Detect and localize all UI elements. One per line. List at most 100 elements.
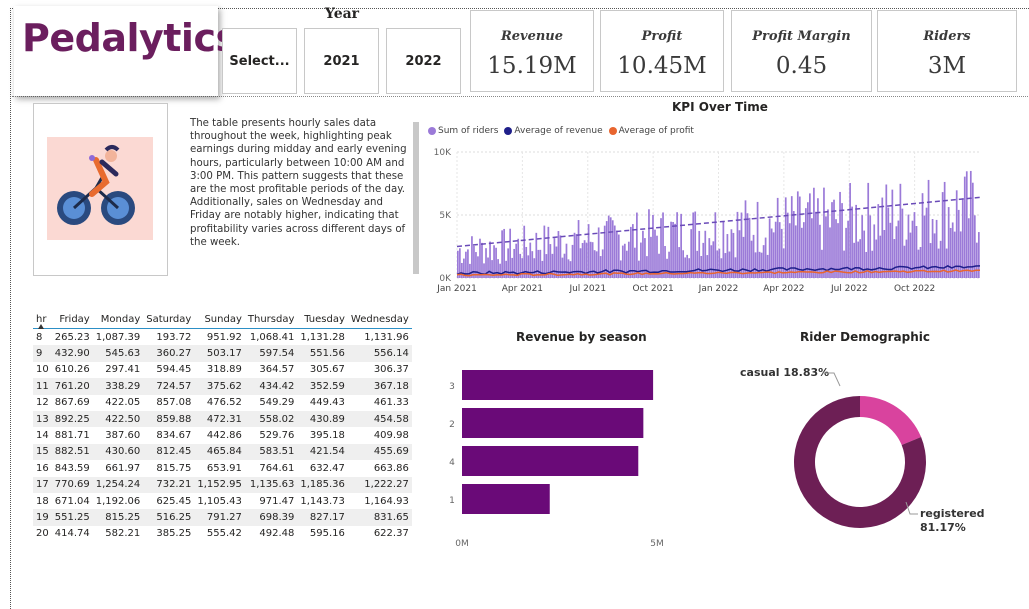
description-scrollbar[interactable]: [413, 122, 419, 274]
rider-bar: [489, 241, 491, 278]
rider-bar: [569, 261, 572, 278]
x-tick-label: Jul 2022: [830, 284, 868, 294]
table-cell: 306.37: [373, 364, 409, 376]
rider-bar: [813, 187, 815, 278]
rider-bar: [859, 239, 862, 278]
kpi-over-time-chart: 0K 5K 10K Jan 2021 Apr 2021 Jul 2021 Oct 2021 J…: [434, 148, 981, 294]
rider-bar: [770, 228, 773, 278]
table-cell: 661.97: [105, 462, 141, 474]
rider-bar: [495, 247, 497, 278]
table-cell: 9: [33, 345, 52, 362]
season-bar: [462, 446, 639, 476]
sort-ascending-icon[interactable]: [38, 324, 44, 329]
table-column-header[interactable]: Wednesday: [347, 310, 412, 329]
rider-bar: [823, 187, 825, 278]
donut-slice: [860, 396, 922, 445]
rider-bar: [861, 215, 864, 278]
rider-bar: [879, 235, 882, 278]
table-cell: 595.16: [309, 528, 345, 540]
rider-bar: [698, 230, 701, 278]
table-cell: 971.47: [259, 495, 295, 507]
rider-bar: [865, 251, 868, 278]
rider-bar: [730, 229, 733, 278]
rider-bar: [831, 202, 833, 278]
rider-bar: [617, 234, 620, 278]
rider-bar: [561, 257, 564, 278]
rider-bar: [915, 226, 918, 278]
table-cell: 1,164.93: [364, 495, 409, 507]
rider-bar: [893, 239, 896, 278]
legend-item-profit[interactable]: Average of profit: [608, 126, 694, 136]
table-cell: 594.45: [156, 364, 192, 376]
rider-bar: [619, 260, 622, 278]
table-cell: 454.58: [347, 410, 412, 428]
rider-bar: [923, 215, 926, 278]
table-cell: 10: [36, 364, 49, 376]
table-cell: 556.14: [347, 345, 412, 362]
rider-bar: [965, 171, 968, 278]
rider-bar: [833, 199, 835, 278]
rider-bar: [951, 222, 954, 278]
rider-bar: [969, 170, 972, 278]
table-column-header[interactable]: Tuesday: [297, 310, 348, 329]
table-cell: 421.54: [297, 443, 348, 461]
rider-bar: [563, 253, 566, 278]
table-cell: 1,131.28: [300, 331, 345, 343]
table-cell: 551.25: [51, 509, 93, 526]
table-cell: 583.51: [244, 443, 298, 461]
table-cell: 430.89: [297, 410, 348, 428]
table-row: 19 551.25 815.25 516.25 791.27 698.39 827.17 83…: [33, 509, 412, 526]
table-column-header[interactable]: Monday: [92, 310, 144, 329]
year-option-select[interactable]: Select...: [222, 28, 297, 94]
table-row: 18 671.04 1,192.06 625.45 1,105.43 971.47 1,14…: [33, 493, 412, 509]
rider-bar: [541, 260, 544, 278]
rider-bar: [807, 202, 809, 278]
rider-bar: [845, 227, 847, 278]
year-option-2021[interactable]: 2021: [304, 28, 379, 94]
rider-bar: [800, 227, 803, 278]
rider-bar: [706, 255, 709, 278]
rider-bar: [802, 222, 805, 278]
rider-bar: [525, 246, 528, 278]
x-tick-label: Jan 2022: [698, 284, 739, 294]
table-column-header[interactable]: Friday: [51, 310, 93, 329]
table-cell: 812.45: [143, 443, 195, 461]
rider-bar: [909, 232, 912, 278]
rider-bar: [764, 237, 767, 278]
hourly-sales-table: hr Friday Monday Saturday Sunday Thursday Tues…: [33, 310, 412, 542]
legend-item-riders[interactable]: Sum of riders: [428, 126, 498, 136]
rider-bar: [529, 242, 532, 278]
table-cell: 1,143.73: [300, 495, 345, 507]
table-column-header[interactable]: Thursday: [244, 310, 298, 329]
table-cell: 516.25: [143, 509, 195, 526]
rider-bar: [632, 224, 634, 278]
rider-bar: [736, 211, 739, 278]
rider-bar: [937, 248, 940, 278]
rider-bar: [623, 243, 626, 278]
rider-bar: [656, 235, 658, 278]
table-cell: 11: [33, 378, 52, 395]
rider-bar: [817, 198, 819, 278]
table-cell: 367.18: [347, 378, 412, 395]
table-column-header[interactable]: Saturday: [143, 310, 195, 329]
logo-card: Pedalytics: [14, 6, 238, 96]
x-tick-label: 0M: [455, 539, 469, 549]
rider-bar: [613, 225, 616, 278]
year-option-2022[interactable]: 2022: [386, 28, 461, 94]
rider-bar: [931, 219, 934, 278]
legend-item-revenue[interactable]: Average of revenue: [504, 126, 603, 136]
season-label: 3: [449, 382, 455, 392]
rider-bar: [557, 231, 560, 278]
table-cell: 1,105.43: [197, 495, 242, 507]
season-label: 1: [449, 496, 455, 506]
table-column-header[interactable]: Sunday: [194, 310, 245, 329]
kpi-card-riders: Riders 3M: [877, 10, 1017, 92]
table-cell: 492.48: [259, 528, 295, 540]
rider-bar: [513, 248, 516, 278]
rider-bar: [646, 256, 648, 278]
rider-bar: [782, 248, 785, 278]
demographic-chart-title: Rider Demographic: [800, 330, 930, 344]
table-row: 20 414.74 582.21 385.25 555.42 492.48 595.16 62…: [33, 526, 412, 542]
table-cell: 193.72: [156, 331, 192, 343]
rider-bar: [977, 232, 980, 278]
